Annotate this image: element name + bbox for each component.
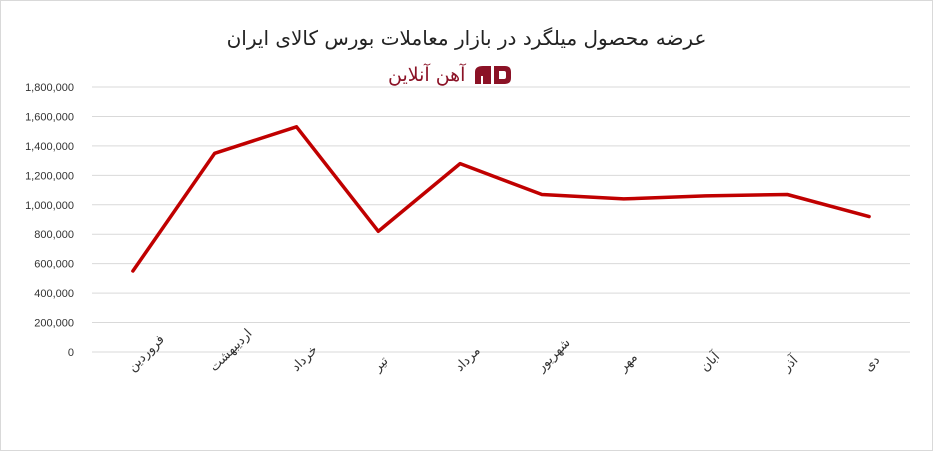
x-tick-label: مرداد xyxy=(452,343,483,374)
x-tick-label: خرداد xyxy=(289,343,321,375)
y-tick-label: 1,400,000 xyxy=(25,141,74,153)
y-tick-label: 400,000 xyxy=(34,288,74,300)
ao-logo-icon xyxy=(475,66,512,84)
y-tick-label: 0 xyxy=(68,347,74,359)
x-tick-label: آذر xyxy=(777,351,802,376)
y-tick-label: 1,200,000 xyxy=(25,170,74,182)
x-tick-label: آبان xyxy=(696,347,724,375)
x-tick-label: شهریور xyxy=(533,335,573,375)
y-tick-label: 1,000,000 xyxy=(25,200,74,212)
y-tick-label: 600,000 xyxy=(34,259,74,271)
brand-logo: آهن آنلاین xyxy=(388,60,513,90)
y-tick-label: 1,800,000 xyxy=(25,82,74,94)
y-tick-label: 800,000 xyxy=(34,229,74,241)
logo-text: آهن آنلاین xyxy=(388,64,466,86)
x-tick-label: تیر xyxy=(370,354,392,376)
x-tick-label: مهر xyxy=(615,350,641,376)
y-tick-label: 1,600,000 xyxy=(25,111,74,123)
chart-title: عرضه محصول میلگرد در بازار معاملات بورس … xyxy=(226,26,707,50)
x-tick-label: دی xyxy=(861,353,883,375)
x-tick-label: فروردین xyxy=(125,332,168,375)
series-line xyxy=(131,125,871,273)
x-tick-label: اردیبهشت xyxy=(207,326,255,374)
y-tick-label: 200,000 xyxy=(34,318,74,330)
